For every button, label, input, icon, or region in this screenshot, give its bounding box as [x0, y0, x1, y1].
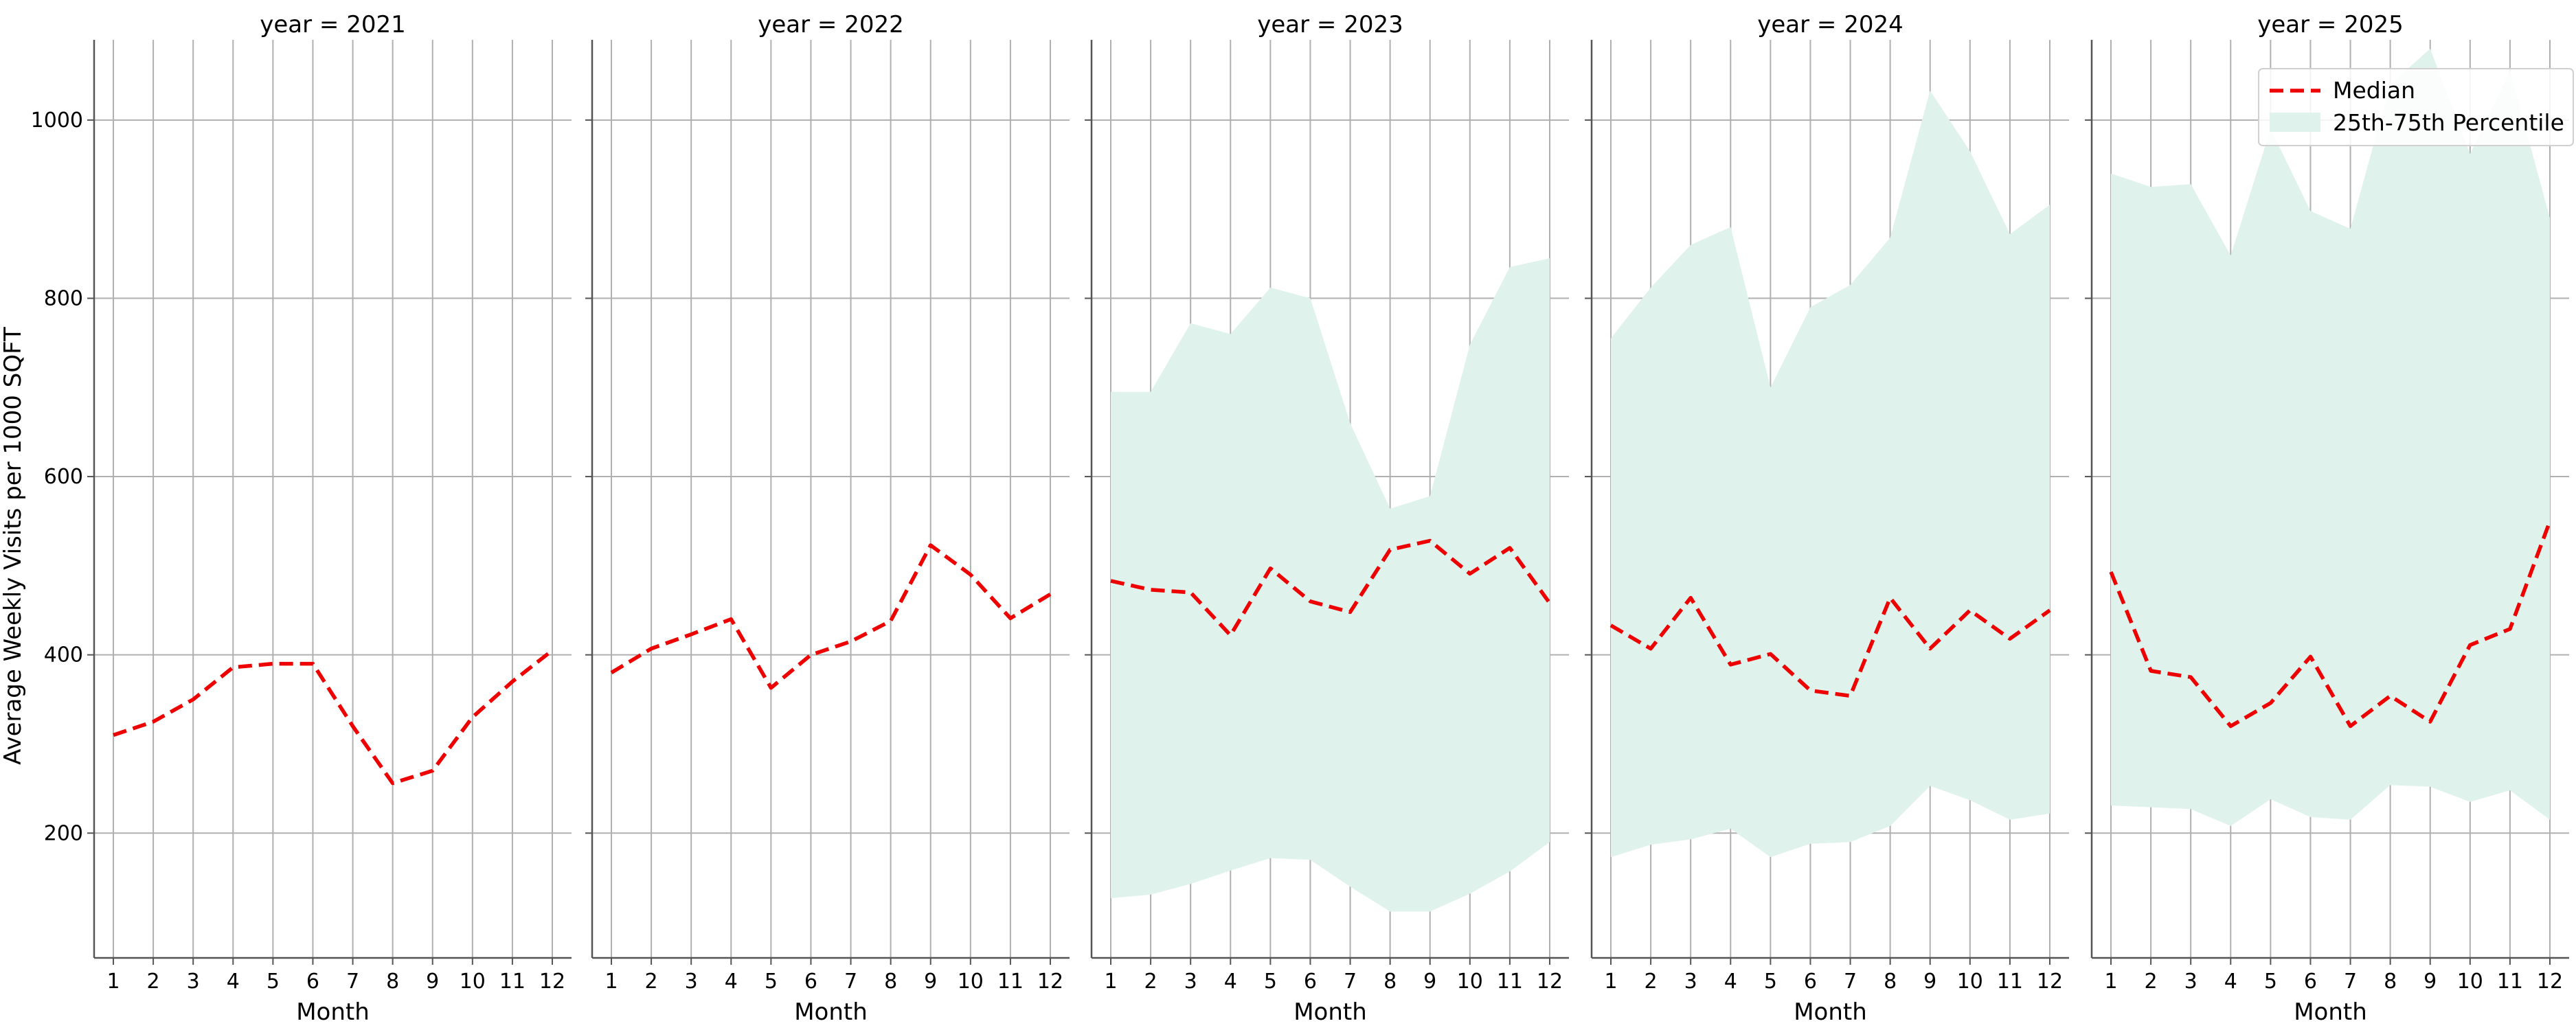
x-axis-title: Month	[794, 998, 868, 1026]
panel-title: year = 2024	[1757, 11, 1903, 38]
x-tick-label: 9	[1923, 970, 1936, 994]
x-tick-label: 12	[2537, 970, 2563, 994]
legend-band-label: 25th-75th Percentile	[2333, 109, 2564, 136]
x-tick-label: 7	[2344, 970, 2357, 994]
median-line	[1609, 595, 2051, 698]
x-tick-label: 7	[844, 970, 857, 994]
x-tick-label: 3	[187, 970, 200, 994]
x-tick-label: 7	[1844, 970, 1857, 994]
y-tick-label: 1000	[31, 108, 83, 133]
x-tick-label: 1	[2104, 970, 2117, 994]
panel-title: year = 2023	[1257, 11, 1403, 38]
median-line	[610, 543, 1052, 690]
x-tick-label: 11	[1997, 970, 2023, 994]
x-tick-label: 1	[605, 970, 618, 994]
median-line	[113, 649, 554, 786]
x-tick-label: 12	[2037, 970, 2063, 994]
percentile-band	[2111, 49, 2550, 826]
legend: Median 25th-75th Percentile	[2258, 68, 2574, 146]
x-tick-label: 12	[1537, 970, 1563, 994]
x-tick-label: 9	[2424, 970, 2437, 994]
x-tick-label: 8	[1884, 970, 1897, 994]
x-tick-label: 7	[346, 970, 359, 994]
x-tick-label: 2	[147, 970, 160, 994]
x-tick-label: 2	[1645, 970, 1658, 994]
x-axis-title: Month	[1293, 998, 1367, 1026]
x-tick-label: 2	[645, 970, 658, 994]
x-tick-label: 4	[2224, 970, 2237, 994]
x-tick-label: 5	[1264, 970, 1277, 994]
x-tick-label: 5	[2264, 970, 2277, 994]
x-tick-label: 1	[106, 970, 120, 994]
x-axis-title: Month	[1794, 998, 1867, 1026]
x-tick-label: 6	[306, 970, 319, 994]
x-axis-title: Month	[2294, 998, 2367, 1026]
x-tick-label: 12	[539, 970, 565, 994]
x-tick-label: 12	[1037, 970, 1063, 994]
x-tick-label: 5	[765, 970, 778, 994]
x-tick-label: 2	[1144, 970, 1157, 994]
x-tick-label: 5	[267, 970, 280, 994]
percentile-band	[1611, 91, 2050, 858]
y-tick-label: 200	[44, 821, 83, 845]
panel-title: year = 2022	[758, 11, 903, 38]
x-tick-label: 3	[1184, 970, 1197, 994]
x-tick-label: 11	[1497, 970, 1523, 994]
x-tick-label: 7	[1344, 970, 1357, 994]
x-tick-label: 8	[386, 970, 399, 994]
x-tick-label: 8	[1383, 970, 1397, 994]
x-tick-label: 10	[460, 970, 486, 994]
x-tick-label: 3	[2184, 970, 2197, 994]
x-tick-label: 1	[1604, 970, 1617, 994]
y-tick-label: 600	[44, 465, 83, 489]
x-tick-label: 10	[1957, 970, 1983, 994]
x-tick-label: 8	[884, 970, 897, 994]
median-line	[1110, 538, 1552, 637]
legend-band-swatch	[2270, 113, 2320, 132]
x-tick-label: 6	[1804, 970, 1817, 994]
x-tick-label: 3	[1684, 970, 1697, 994]
x-tick-label: 3	[685, 970, 698, 994]
x-tick-label: 5	[1764, 970, 1777, 994]
panel-title: year = 2025	[2257, 11, 2403, 38]
median-line	[2109, 520, 2552, 729]
y-axis-title: Average Weekly Visits per 1000 SQFT	[0, 327, 27, 765]
x-tick-label: 6	[804, 970, 817, 994]
y-tick-label: 400	[44, 643, 83, 667]
panel-title: year = 2021	[260, 11, 405, 38]
x-tick-label: 4	[1224, 970, 1237, 994]
x-tick-label: 8	[2384, 970, 2397, 994]
x-tick-label: 11	[499, 970, 526, 994]
x-tick-label: 10	[1457, 970, 1483, 994]
x-tick-label: 6	[1304, 970, 1317, 994]
x-tick-label: 10	[958, 970, 984, 994]
x-tick-label: 11	[997, 970, 1024, 994]
y-tick-label: 800	[44, 286, 83, 310]
legend-median-label: Median	[2333, 77, 2415, 104]
x-axis-title: Month	[296, 998, 370, 1026]
percentile-band	[1111, 258, 1550, 912]
x-tick-label: 2	[2145, 970, 2158, 994]
x-tick-label: 9	[1423, 970, 1436, 994]
x-tick-label: 10	[2457, 970, 2483, 994]
x-tick-label: 4	[725, 970, 738, 994]
x-tick-label: 11	[2497, 970, 2523, 994]
x-tick-label: 6	[2304, 970, 2317, 994]
legend-box	[2258, 68, 2574, 146]
x-tick-label: 4	[227, 970, 240, 994]
x-tick-label: 9	[426, 970, 439, 994]
x-tick-label: 1	[1104, 970, 1117, 994]
x-tick-label: 4	[1724, 970, 1737, 994]
x-tick-label: 9	[924, 970, 937, 994]
